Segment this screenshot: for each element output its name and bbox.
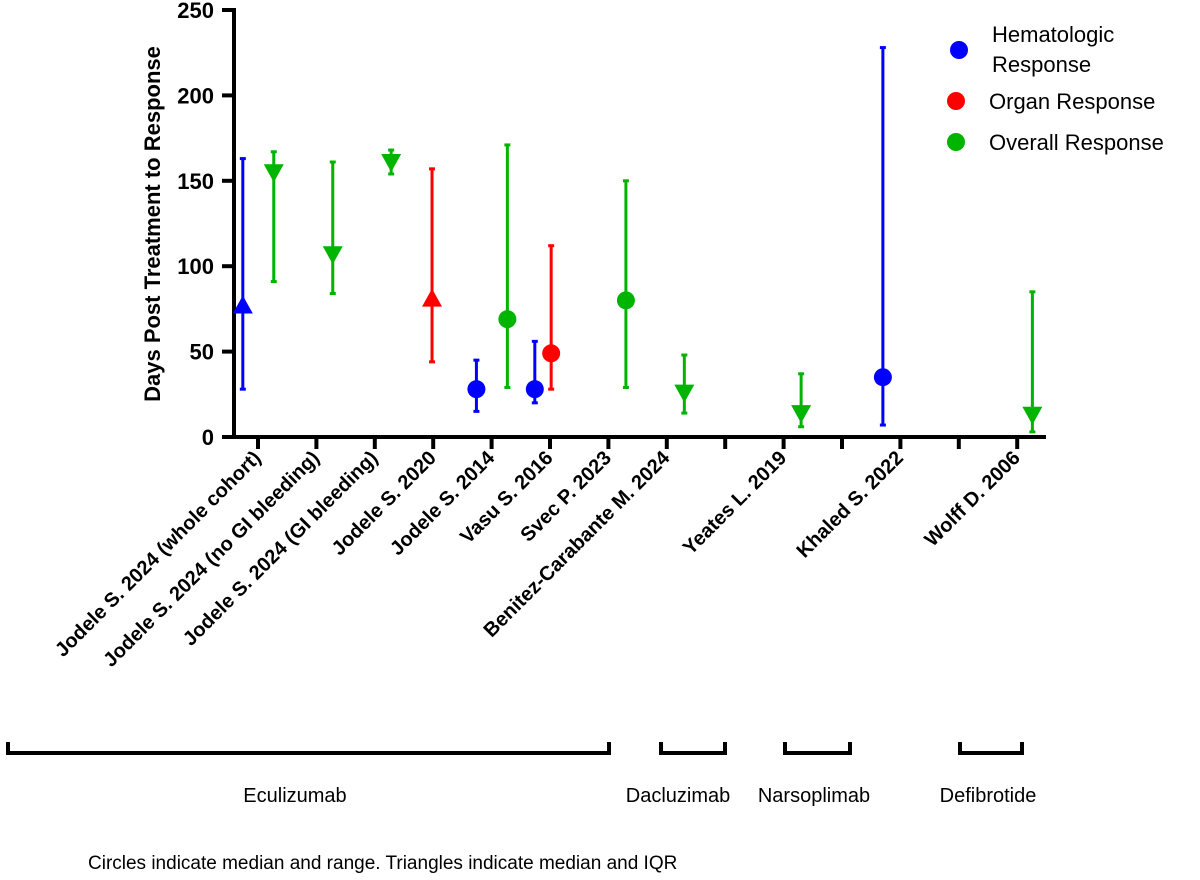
x-category-label: Jodele S. 2024 (whole cohort) [51, 447, 265, 661]
data-point [422, 167, 443, 364]
median-triangle-down [381, 154, 402, 173]
x-category-label: Jodele S. 2024 (no GI bleeding) [99, 447, 324, 672]
median-circle [542, 344, 561, 363]
legend-label-overall: Overall Response [989, 130, 1164, 155]
data-point [873, 46, 892, 427]
median-triangle-down [674, 384, 695, 403]
x-category-label: Jodele S. 2020 [328, 447, 441, 560]
data-point [1022, 290, 1043, 434]
median-triangle-down [322, 246, 343, 265]
x-category-label: Yeates L. 2019 [679, 447, 791, 559]
data-point [467, 358, 486, 413]
median-triangle-down [1022, 406, 1043, 425]
y-tick-label: 250 [177, 0, 214, 23]
group-label: Dacluzimab [626, 785, 730, 807]
group-label: Defibrotide [940, 785, 1037, 807]
group-label: Narsoplimab [758, 785, 870, 807]
legend-swatch-organ [947, 92, 965, 110]
data-point [498, 143, 517, 389]
median-circle [525, 380, 544, 399]
median-circle [467, 380, 486, 399]
y-tick-label: 150 [177, 169, 214, 194]
x-category-label: Khaled S. 2022 [793, 447, 908, 562]
group-label: Eculizumab [243, 785, 346, 807]
data-point [232, 157, 253, 391]
median-triangle-up [232, 295, 253, 314]
median-circle [616, 291, 635, 310]
group-bracket [783, 742, 852, 755]
group-bracket [958, 742, 1024, 755]
drug-groups: Eculizumab Dacluzimab Narsoplimab Defibroti… [6, 742, 1037, 807]
legend-swatch-hematologic [950, 41, 968, 59]
group-bracket [659, 742, 727, 755]
y-tick-label: 100 [177, 254, 214, 279]
legend-label-organ: Organ Response [989, 89, 1155, 114]
y-tick-label: 0 [202, 425, 214, 450]
group-bracket [6, 742, 611, 755]
x-category-label: Wolff D. 2006 [921, 447, 1025, 551]
median-triangle-up [422, 288, 443, 307]
x-category-label: Jodele S. 2014 [386, 446, 500, 560]
y-tick-label: 50 [190, 340, 214, 365]
legend: Hematologic Response Organ Response Overall… [947, 22, 1164, 155]
median-circle [498, 310, 517, 329]
y-axis-label: Days Post Treatment to Response [140, 46, 165, 402]
axes: 0 50 100 150 200 250 Jodele S. 2024 (whole coh… [51, 0, 1046, 672]
legend-label-hematologic: Hematologic [992, 22, 1114, 47]
y-tick-label: 200 [177, 83, 214, 108]
data-point [263, 150, 284, 284]
data-point [542, 244, 561, 391]
data-point [791, 372, 812, 429]
median-triangle-down [263, 164, 284, 183]
data-point [525, 339, 544, 405]
caption: Circles indicate median and range. Trian… [88, 853, 677, 874]
data-point [674, 353, 695, 415]
legend-swatch-overall [947, 133, 965, 151]
data-point [381, 148, 402, 176]
data-marks [232, 46, 1043, 434]
legend-label-hematologic-line2: Response [992, 52, 1091, 77]
data-point [322, 160, 343, 296]
data-point [616, 179, 635, 389]
median-triangle-down [791, 405, 812, 424]
median-circle [873, 368, 892, 387]
